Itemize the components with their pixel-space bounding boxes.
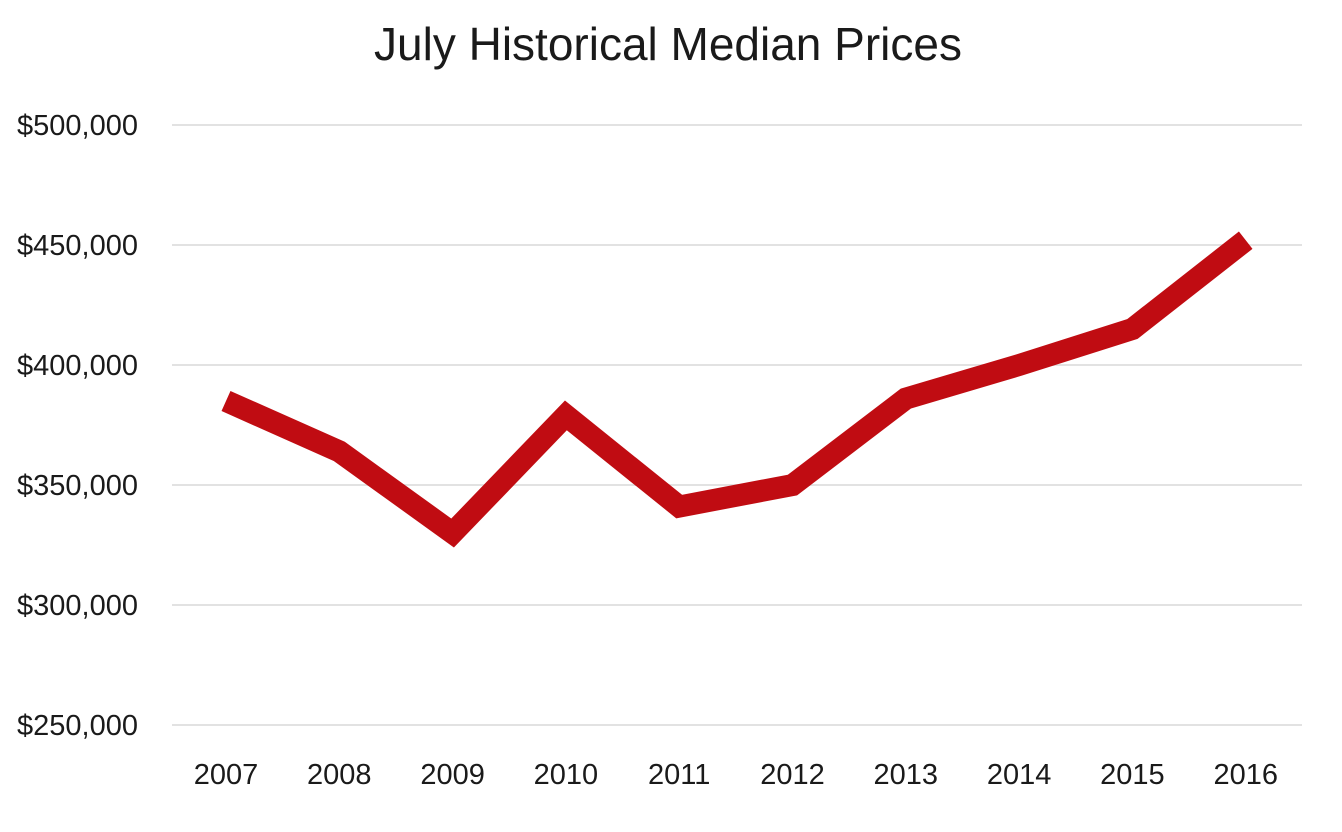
x-axis-tick-labels: 2007 2008 2009 2010 2011 2012 2013 2014 2015 2016 [194,759,1278,791]
gridlines [172,124,1302,726]
y-axis-tick-labels: $250,000 $300,000 $350,000 $400,000 $450,000… [17,110,138,742]
x-tick-label: 2012 [760,759,825,791]
x-tick-label: 2010 [534,759,599,791]
x-tick-label: 2014 [987,759,1052,791]
x-tick-label: 2007 [194,759,259,791]
data-point [215,390,237,412]
chart-title: July Historical Median Prices [374,18,962,70]
x-tick-label: 2011 [648,759,710,791]
data-point [1121,318,1143,340]
y-tick-label: $450,000 [17,230,138,262]
y-tick-label: $300,000 [17,590,138,622]
x-tick-label: 2015 [1100,759,1165,791]
x-tick-label: 2013 [874,759,939,791]
x-tick-label: 2009 [420,759,485,791]
y-tick-label: $250,000 [17,710,138,742]
y-tick-label: $500,000 [17,110,138,142]
x-tick-label: 2008 [307,759,372,791]
data-point [895,388,917,410]
data-point [668,496,690,518]
data-point [442,522,464,544]
data-point [555,404,577,426]
data-point [328,440,350,462]
x-tick-label: 2016 [1213,759,1278,791]
y-tick-label: $400,000 [17,350,138,382]
series-layer [215,229,1257,548]
data-point [1008,354,1030,376]
data-point [782,474,804,496]
series-line [221,231,1253,548]
data-point [1235,229,1257,251]
y-tick-label: $350,000 [17,470,138,502]
